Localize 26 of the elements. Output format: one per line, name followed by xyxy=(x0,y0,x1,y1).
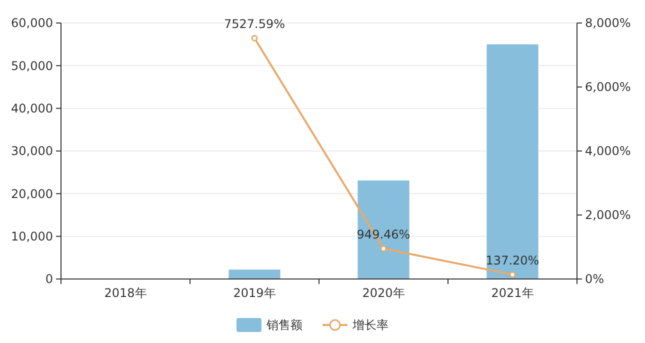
legend-label: 销售额 xyxy=(266,318,302,332)
y-tick-label: 10,000 xyxy=(11,230,53,244)
y-tick-label: 0 xyxy=(45,272,53,286)
y2-tick-label: 0% xyxy=(585,272,604,286)
x-tick-label: 2021年 xyxy=(491,286,534,300)
data-label: 7527.59% xyxy=(224,17,286,32)
bar xyxy=(358,180,410,279)
y-tick-label: 60,000 xyxy=(11,16,53,30)
y2-tick-label: 8,000% xyxy=(585,16,631,30)
bar xyxy=(228,270,280,279)
y2-tick-label: 6,000% xyxy=(585,80,631,94)
y2-tick-label: 4,000% xyxy=(585,144,631,158)
x-tick-label: 2018年 xyxy=(104,286,147,300)
y-tick-label: 50,000 xyxy=(11,58,53,73)
x-tick-label: 2019年 xyxy=(233,286,276,300)
y-tick-label: 30,000 xyxy=(11,144,53,158)
point xyxy=(251,34,258,42)
point xyxy=(380,245,387,252)
y-tick-label: 20,000 xyxy=(11,186,53,201)
y2-tick-label: 2,000% xyxy=(585,208,631,222)
point xyxy=(509,271,516,278)
y-tick-label: 40,000 xyxy=(11,102,53,116)
bar xyxy=(486,44,538,279)
legend-label: 增长率 xyxy=(352,318,388,332)
x-tick-label: 2020年 xyxy=(362,286,405,300)
data-label: 137.20% xyxy=(486,254,540,268)
